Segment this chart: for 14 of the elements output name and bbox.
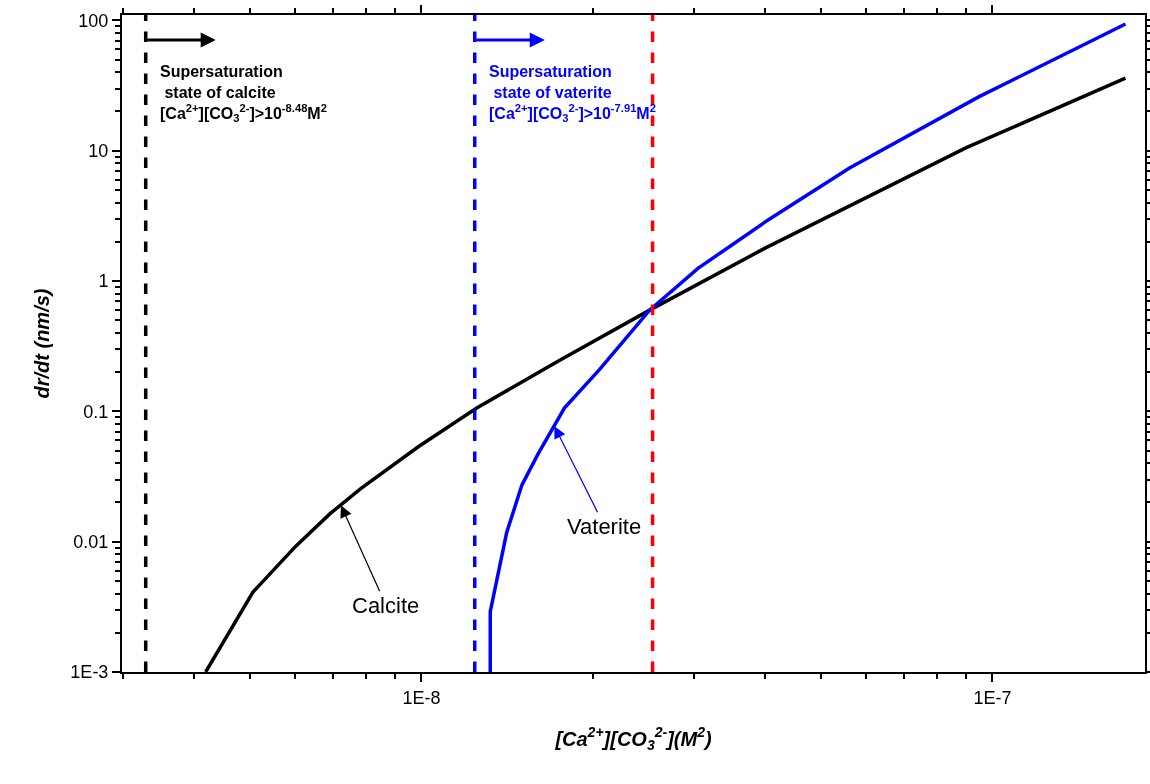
y-tick-label: 0.1 xyxy=(83,401,109,422)
x-tick-label: 1E-8 xyxy=(402,687,441,708)
y-tick-label: 1E-3 xyxy=(70,662,109,683)
x-tick-label: 1E-7 xyxy=(973,687,1012,708)
text: Supersaturation state of vaterite [Ca$^{2+}$][CO$_{3}$$^{2-}$]>10$^{-7.91}$M$^{2}$ xyxy=(489,63,656,124)
annotation: Vaterite xyxy=(567,514,642,539)
y-tick-label: 0.01 xyxy=(73,531,109,552)
y-tick-label: 1 xyxy=(98,271,109,292)
text: Supersaturation state of calcite [Ca$^{2+}$][CO$_{3}$$^{2-}$]>10$^{-8.48}$M$^{2}$ xyxy=(160,63,327,124)
x-axis-title: [Ca$^{2+}$][CO$_{3}$$^{2-}$](M$^{2}$) xyxy=(554,724,712,753)
y-tick-label: 100 xyxy=(78,10,109,31)
y-tick-label: 10 xyxy=(88,141,109,162)
y-axis-title: dr/dt (nm/s) xyxy=(31,288,54,399)
annotation: Calcite xyxy=(352,593,420,618)
